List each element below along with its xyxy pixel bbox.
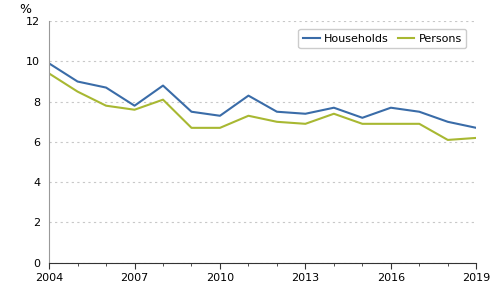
Persons: [189, 126, 194, 130]
Persons: [103, 104, 109, 108]
Persons: [217, 126, 223, 130]
Persons: [274, 120, 280, 124]
Line: Households: Households: [49, 63, 476, 128]
Households: [75, 80, 81, 83]
Persons: [388, 122, 394, 126]
Persons: [75, 90, 81, 93]
Households: [388, 106, 394, 110]
Households: [132, 104, 137, 108]
Households: [246, 94, 251, 98]
Line: Persons: Persons: [49, 73, 476, 140]
Persons: [46, 72, 52, 75]
Legend: Households, Persons: Households, Persons: [299, 29, 466, 48]
Persons: [359, 122, 365, 126]
Households: [445, 120, 451, 124]
Households: [331, 106, 337, 110]
Households: [103, 86, 109, 89]
Persons: [331, 112, 337, 116]
Persons: [445, 138, 451, 142]
Households: [217, 114, 223, 117]
Households: [46, 62, 52, 65]
Households: [416, 110, 422, 114]
Text: %: %: [19, 3, 31, 16]
Persons: [160, 98, 166, 101]
Households: [473, 126, 479, 130]
Households: [274, 110, 280, 114]
Persons: [416, 122, 422, 126]
Households: [302, 112, 308, 116]
Persons: [246, 114, 251, 117]
Persons: [302, 122, 308, 126]
Households: [160, 84, 166, 87]
Persons: [473, 136, 479, 140]
Households: [189, 110, 194, 114]
Persons: [132, 108, 137, 111]
Households: [359, 116, 365, 120]
